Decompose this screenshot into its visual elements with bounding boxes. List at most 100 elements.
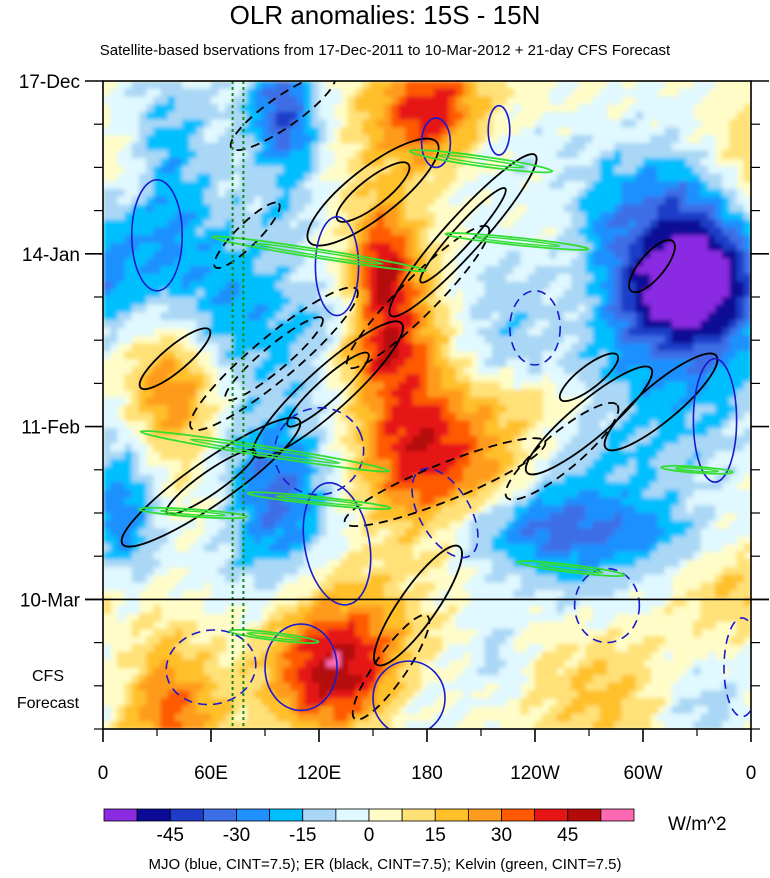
olr-cell <box>304 474 313 483</box>
olr-cell <box>592 142 601 152</box>
olr-cell <box>441 389 450 398</box>
olr-cell <box>275 96 284 105</box>
olr-cell <box>304 119 313 128</box>
olr-cell <box>167 196 176 206</box>
olr-cell <box>117 127 126 136</box>
olr-cell <box>268 551 277 560</box>
olr-cell <box>247 165 255 175</box>
olr-cell <box>686 551 694 560</box>
olr-cell <box>355 104 363 113</box>
olr-cell <box>110 505 118 514</box>
olr-cell <box>196 212 205 221</box>
olr-cell <box>376 204 385 213</box>
olr-cell <box>405 343 414 352</box>
olr-cell <box>707 142 716 152</box>
olr-cell <box>563 250 572 260</box>
olr-cell <box>203 250 212 260</box>
olr-cell <box>218 127 226 136</box>
olr-cell <box>117 312 126 321</box>
olr-cell <box>225 405 234 414</box>
olr-cell <box>311 104 320 113</box>
olr-cell <box>621 88 630 98</box>
olr-cell <box>664 304 673 314</box>
olr-cell <box>103 551 111 560</box>
olr-cell <box>160 304 169 314</box>
olr-cell <box>434 119 442 128</box>
olr-cell <box>218 304 226 314</box>
olr-cell <box>383 173 392 182</box>
olr-cell <box>635 327 644 337</box>
olr-cell <box>427 343 435 352</box>
olr-cell <box>592 204 601 213</box>
olr-cell <box>542 289 550 298</box>
olr-cell <box>607 196 615 206</box>
olr-cell <box>484 381 493 391</box>
olr-cell <box>131 466 140 476</box>
olr-cell <box>635 88 644 98</box>
olr-cell <box>283 397 291 406</box>
olr-cell <box>664 351 673 360</box>
olr-cell <box>578 374 586 383</box>
olr-cell <box>261 135 270 144</box>
olr-cell <box>693 327 702 337</box>
olr-cell <box>283 335 291 344</box>
olr-cell <box>398 212 406 221</box>
olr-cell <box>110 513 118 522</box>
olr-cell <box>700 273 709 283</box>
olr-cell <box>722 389 730 398</box>
olr-cell <box>304 343 313 352</box>
olr-cell <box>319 474 327 483</box>
olr-cell <box>563 327 572 337</box>
olr-cell <box>175 389 183 398</box>
olr-cell <box>499 81 507 90</box>
olr-cell <box>513 397 522 406</box>
olr-cell <box>599 451 608 460</box>
olr-cell <box>268 366 277 375</box>
olr-cell <box>355 281 363 290</box>
olr-cell <box>614 520 622 530</box>
olr-cell <box>513 420 522 429</box>
olr-cell <box>283 258 291 267</box>
olr-cell <box>319 165 327 175</box>
olr-cell <box>218 428 226 437</box>
olr-cell <box>628 158 637 167</box>
olr-cell <box>477 204 486 213</box>
olr-cell <box>506 451 514 460</box>
olr-cell <box>196 281 205 290</box>
olr-cell <box>124 173 133 182</box>
olr-cell <box>225 281 234 290</box>
olr-cell <box>232 466 241 476</box>
olr-cell <box>419 258 428 267</box>
olr-cell <box>419 489 428 499</box>
olr-cell <box>455 343 464 352</box>
olr-cell <box>679 443 687 452</box>
olr-cell <box>268 459 277 468</box>
olr-cell <box>513 489 522 499</box>
olr-cell <box>153 412 162 422</box>
olr-cell <box>160 243 169 252</box>
olr-cell <box>124 243 133 252</box>
olr-cell <box>635 443 644 452</box>
olr-cell <box>211 551 219 560</box>
olr-cell <box>167 212 176 221</box>
olr-cell <box>679 335 687 344</box>
olr-cell <box>160 551 169 560</box>
olr-cell <box>333 474 342 483</box>
olr-cell <box>520 320 529 329</box>
olr-cell <box>650 81 658 90</box>
olr-cell <box>556 443 565 452</box>
olr-cell <box>628 181 637 190</box>
olr-cell <box>470 505 478 514</box>
olr-cell <box>578 235 586 244</box>
olr-cell <box>455 420 464 429</box>
olr-cell <box>196 119 205 128</box>
olr-cell <box>232 258 241 267</box>
olr-cell <box>275 505 284 514</box>
olr-cell <box>686 343 694 352</box>
olr-cell <box>635 96 644 105</box>
olr-cell <box>491 219 500 229</box>
olr-cell <box>477 443 486 452</box>
olr-cell <box>585 482 594 491</box>
olr-cell <box>139 250 147 260</box>
olr-cell <box>182 366 190 375</box>
